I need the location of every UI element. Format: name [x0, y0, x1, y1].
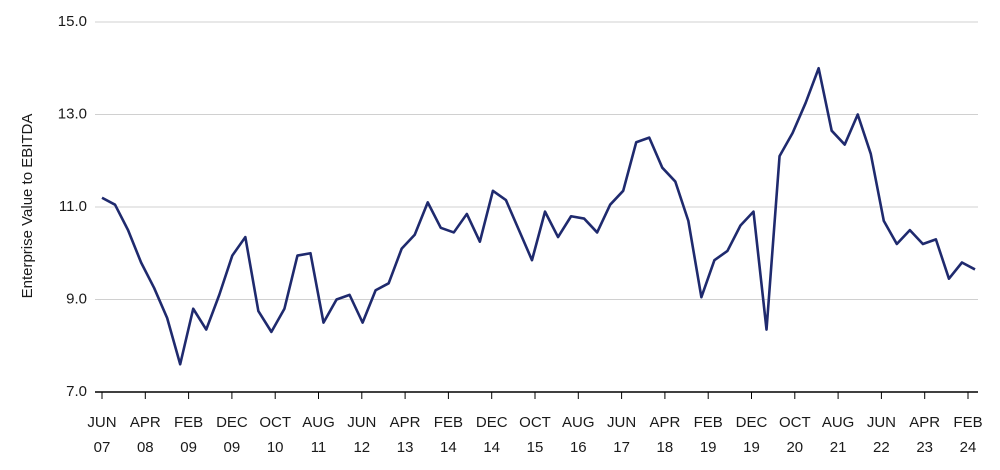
y-tick-label: 13.0	[58, 105, 87, 122]
x-tick-label: 15	[527, 439, 544, 456]
x-tick-label: DEC	[476, 414, 508, 431]
x-tick-label: APR	[390, 414, 421, 431]
data-line	[101, 66, 976, 366]
x-tick-label: JUN	[607, 414, 636, 431]
x-tick-label: APR	[909, 414, 940, 431]
x-tick-label: 16	[570, 439, 587, 456]
y-tick-label: 15.0	[58, 13, 87, 30]
x-tick-label: 17	[613, 439, 630, 456]
x-tick-label: 22	[873, 439, 890, 456]
x-tick-label: DEC	[736, 414, 768, 431]
y-tick-label: 7.0	[66, 383, 87, 400]
x-tick-label: 20	[786, 439, 803, 456]
x-tick-label: 10	[267, 439, 284, 456]
x-tick-label: 24	[960, 439, 977, 456]
x-tick-label: JUN	[87, 414, 116, 431]
x-tick-label: DEC	[216, 414, 248, 431]
y-axis-label: Enterprise Value to EBITDA	[19, 114, 36, 299]
x-tick-label: 19	[743, 439, 760, 456]
x-tick-label: 07	[94, 439, 111, 456]
x-tick-label: OCT	[779, 414, 811, 431]
x-tick-label: FEB	[953, 414, 982, 431]
x-tick-label: 21	[830, 439, 847, 456]
x-tick-label: AUG	[822, 414, 855, 431]
x-tick-label: 18	[657, 439, 674, 456]
x-tick-label: 14	[483, 439, 500, 456]
x-tick-label: OCT	[259, 414, 291, 431]
x-tick-label: APR	[130, 414, 161, 431]
y-tick-label: 9.0	[66, 290, 87, 307]
y-tick-label: 11.0	[59, 198, 87, 215]
x-tick-label: 13	[397, 439, 414, 456]
x-tick-label: 12	[353, 439, 370, 456]
x-tick-label: JUN	[867, 414, 896, 431]
x-tick-label: 23	[916, 439, 933, 456]
x-tick-label: FEB	[174, 414, 203, 431]
x-tick-label: 11	[311, 439, 327, 456]
x-tick-label: AUG	[562, 414, 595, 431]
x-tick-label: JUN	[347, 414, 376, 431]
x-tick-label: OCT	[519, 414, 551, 431]
x-tick-label: 08	[137, 439, 154, 456]
x-tick-label: 14	[440, 439, 457, 456]
x-tick-label: AUG	[302, 414, 335, 431]
x-tick-label: 09	[224, 439, 241, 456]
x-tick-label: FEB	[694, 414, 723, 431]
x-tick-label: 09	[180, 439, 197, 456]
x-tick-label: 19	[700, 439, 717, 456]
x-tick-label: APR	[649, 414, 680, 431]
x-tick-label: FEB	[434, 414, 463, 431]
